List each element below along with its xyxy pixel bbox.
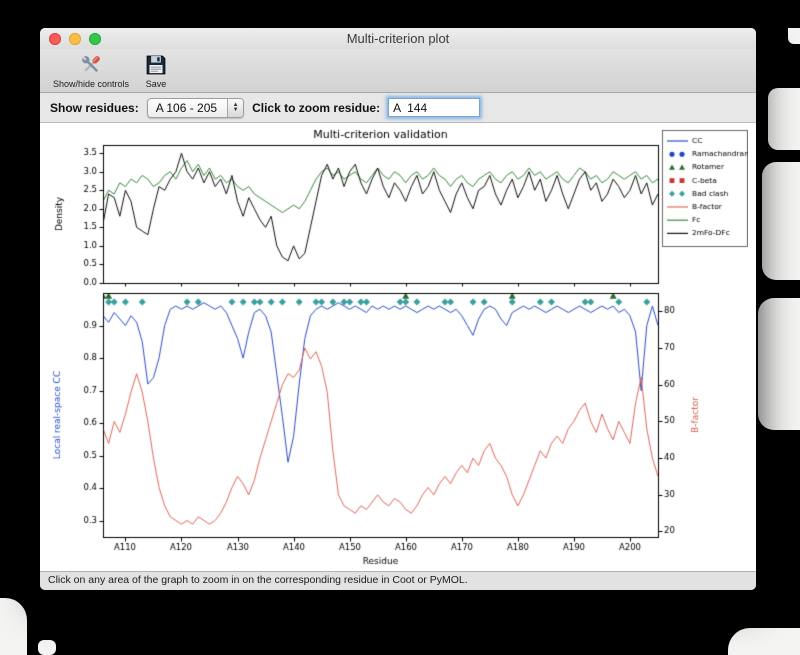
zoom-button[interactable] [89, 33, 101, 45]
tools-icon [82, 56, 100, 72]
desktop-artifact [758, 298, 800, 430]
stepper-arrows-icon: ▲ ▼ [227, 98, 244, 117]
minimize-button[interactable] [69, 33, 81, 45]
tool-button-label: Show/hide controls [53, 79, 130, 89]
toolbar: Show/hide controls Save [40, 49, 756, 93]
close-button[interactable] [49, 33, 61, 45]
desktop-artifact [728, 628, 800, 655]
residue-range-select[interactable]: A 106 - 205 ▲ ▼ [146, 97, 245, 118]
show-residues-label: Show residues: [50, 100, 139, 115]
zoom-residue-input[interactable] [388, 98, 481, 117]
controls-row: Show residues: A 106 - 205 ▲ ▼ Click to z… [40, 93, 756, 123]
desktop-artifact [0, 598, 27, 655]
desktop-artifact [762, 162, 800, 280]
status-bar: Click on any area of the graph to zoom i… [40, 571, 756, 590]
desktop-artifact [38, 640, 56, 655]
show-hide-controls-button[interactable]: Show/hide controls [46, 51, 136, 90]
residue-range-value: A 106 - 205 [155, 100, 218, 115]
figure-area [40, 123, 756, 571]
window-controls [49, 33, 101, 45]
desktop-artifact [788, 28, 800, 44]
save-button[interactable]: Save [136, 51, 176, 90]
multi-criterion-plot-window: Multi-criterion plot Show/hide controls [40, 28, 756, 590]
title-bar[interactable]: Multi-criterion plot [40, 28, 756, 49]
tool-button-label: Save [145, 79, 167, 89]
window-title: Multi-criterion plot [346, 31, 450, 46]
validation-chart[interactable] [48, 125, 748, 571]
desktop-artifact [768, 88, 800, 150]
save-icon [146, 55, 166, 75]
zoom-residue-label: Click to zoom residue: [252, 100, 381, 115]
